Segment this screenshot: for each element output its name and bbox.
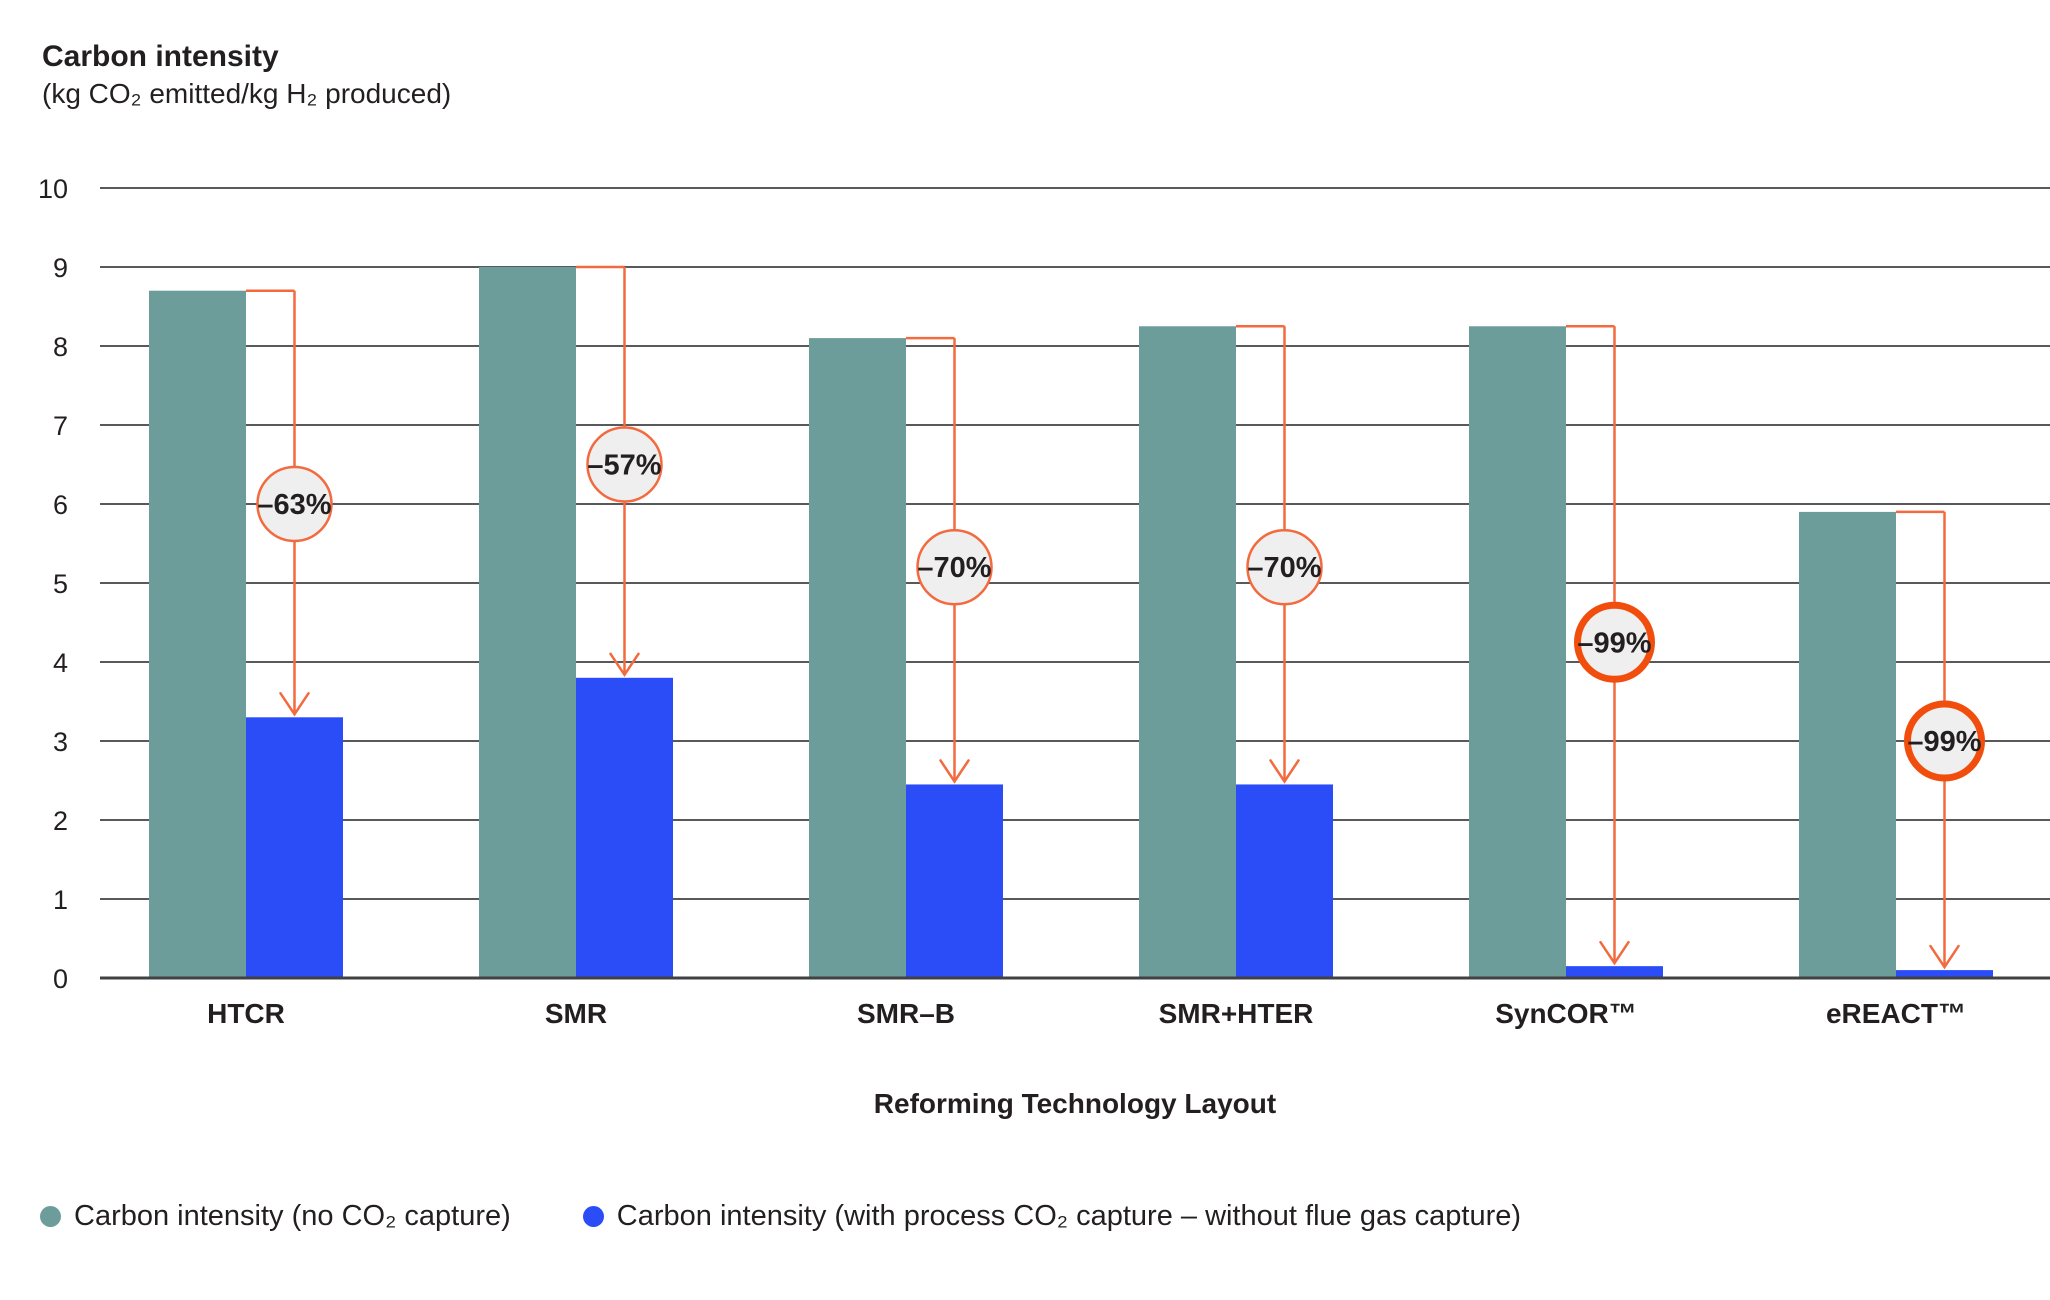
arrow-head-icon <box>609 652 640 678</box>
annotation-4: –70% <box>1236 325 1323 784</box>
category-label-6: eREACT™ <box>1826 998 1966 1029</box>
bar-no-capture-1 <box>149 290 246 978</box>
reduction-badge <box>916 528 993 606</box>
reduction-badge-label: –70% <box>1247 552 1321 584</box>
annotation-1: –63% <box>246 289 333 717</box>
bar-no-capture-6 <box>1799 511 1896 978</box>
gridlines <box>100 187 2050 900</box>
x-axis-category-labels: HTCR SMR SMR–B SMR+HTER SynCOR™ eREACT™ <box>207 998 1966 1029</box>
legend-dot-icon <box>582 1206 604 1227</box>
reduction-badge-label: –63% <box>257 489 331 521</box>
y-tick-label-7: 7 <box>53 411 68 441</box>
y-tick-label-1: 1 <box>53 885 68 915</box>
arrow-head-icon <box>279 692 310 717</box>
arrow-head-icon <box>1929 944 1960 970</box>
legend-item-1: Carbon intensity (no CO₂ capture) <box>40 1200 511 1233</box>
bar-no-capture-5 <box>1469 326 1566 978</box>
legend-label: Carbon intensity (with process CO₂ captu… <box>616 1200 1522 1232</box>
y-tick-label-0: 0 <box>53 964 68 994</box>
chart-legend: Carbon intensity (no CO₂ capture) Carbon … <box>40 1200 1521 1233</box>
annotation-2: –57% <box>576 265 663 678</box>
reduction-badge <box>586 426 663 503</box>
x-axis-title: Reforming Technology Layout <box>874 1088 1276 1119</box>
category-label-5: SynCOR™ <box>1495 998 1637 1029</box>
reduction-badge-label: –70% <box>917 552 991 584</box>
bar-no-capture-4 <box>1139 326 1236 978</box>
chart-title: Carbon intensity <box>42 40 279 73</box>
bar-no-capture-2 <box>479 267 576 978</box>
bar-with-capture-6 <box>1896 970 1993 978</box>
reduction-badge <box>256 465 333 543</box>
reduction-badge-label: –57% <box>587 450 661 482</box>
bars <box>149 267 1993 979</box>
arrow-head-icon <box>1599 940 1630 966</box>
category-label-2: SMR <box>545 998 607 1029</box>
y-tick-label-10: 10 <box>38 174 68 204</box>
legend-item-2: Carbon intensity (with process CO₂ captu… <box>582 1200 1522 1233</box>
legend-dot-icon <box>40 1206 61 1227</box>
bar-chart-plot-area: 0 1 2 3 4 5 6 7 8 9 10 –63% –57% –70% –70% –99% –99% HTCR… <box>38 174 2050 1119</box>
category-label-1: HTCR <box>207 998 285 1029</box>
bar-with-capture-2 <box>576 677 673 978</box>
y-tick-label-5: 5 <box>53 569 68 599</box>
y-tick-label-2: 2 <box>53 806 68 836</box>
y-tick-label-9: 9 <box>53 253 68 283</box>
reduction-badge <box>1246 528 1323 606</box>
y-tick-label-8: 8 <box>53 332 68 362</box>
arrow-head-icon <box>1269 759 1300 784</box>
y-tick-label-4: 4 <box>53 648 68 678</box>
reduction-badge <box>1574 601 1655 683</box>
bar-with-capture-3 <box>906 784 1003 978</box>
annotation-6: –99% <box>1896 510 1985 970</box>
arrow-head-icon <box>939 759 970 784</box>
category-label-3: SMR–B <box>857 998 955 1029</box>
bar-with-capture-4 <box>1236 784 1333 978</box>
y-tick-label-3: 3 <box>53 727 68 757</box>
y-axis-tick-labels: 0 1 2 3 4 5 6 7 8 9 10 <box>38 174 68 994</box>
reduction-badge-label: –99% <box>1907 726 1981 758</box>
y-tick-label-6: 6 <box>53 490 68 520</box>
bar-no-capture-3 <box>809 338 906 979</box>
category-label-4: SMR+HTER <box>1159 998 1314 1029</box>
annotation-5: –99% <box>1566 325 1655 966</box>
legend-label: Carbon intensity (no CO₂ capture) <box>74 1200 511 1232</box>
reduction-badge <box>1904 700 1985 782</box>
bar-with-capture-1 <box>246 717 343 978</box>
reduction-annotations: –63% –57% –70% –70% –99% –99% <box>246 265 1985 970</box>
annotation-3: –70% <box>906 336 993 784</box>
reduction-badge-label: –99% <box>1577 627 1651 659</box>
bar-with-capture-5 <box>1566 966 1663 978</box>
chart-subtitle: (kg CO₂ emitted/kg H₂ produced) <box>42 78 452 109</box>
